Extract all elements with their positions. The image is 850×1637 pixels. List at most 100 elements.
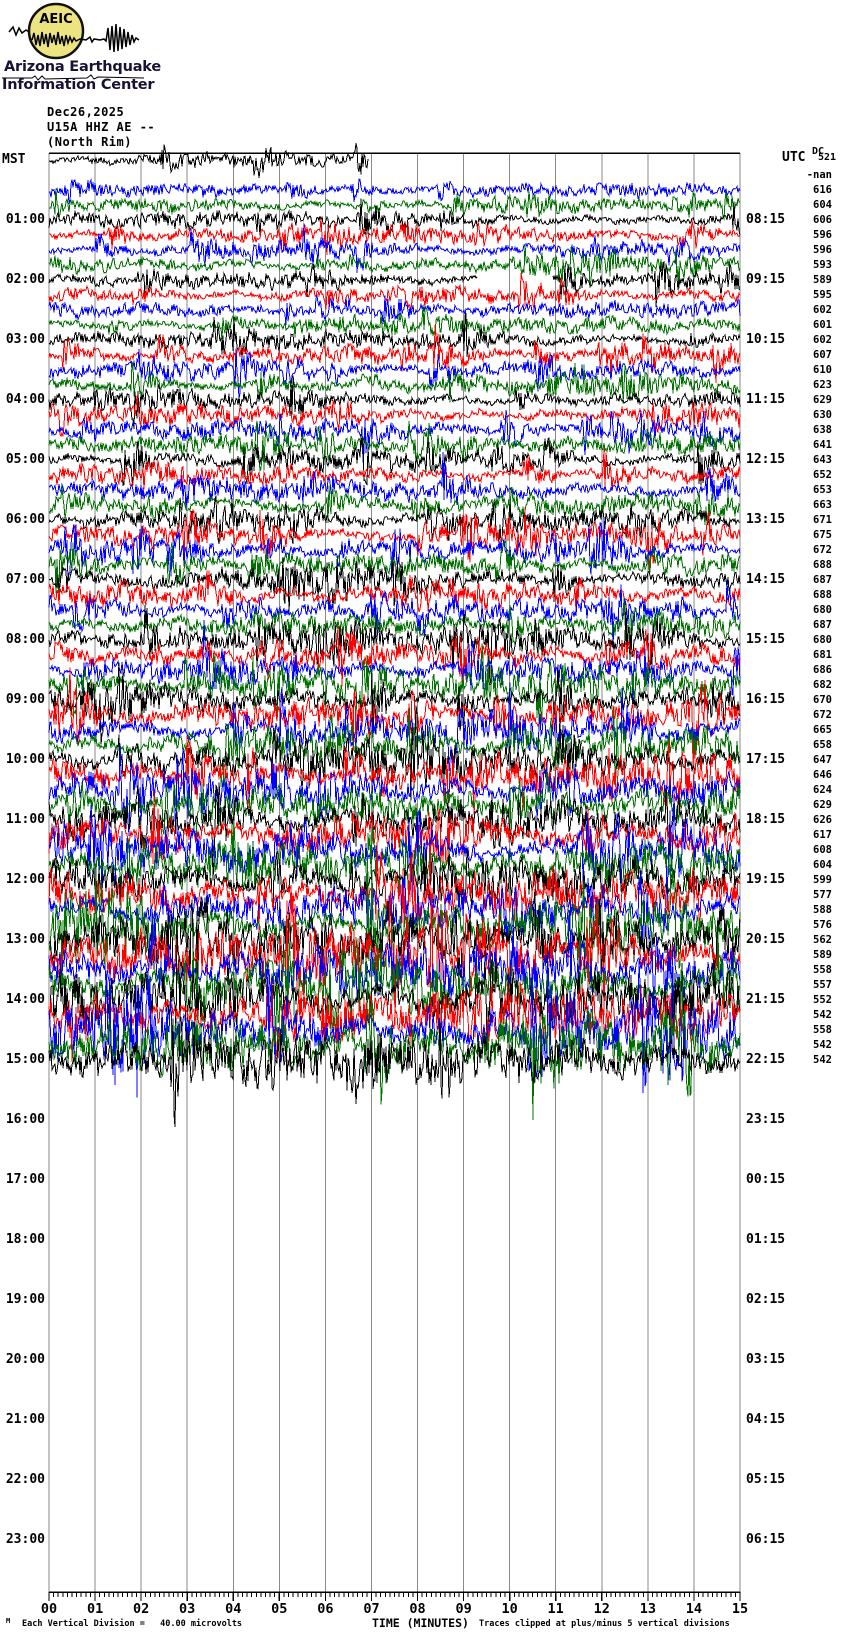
minute-label: 12 <box>593 1601 610 1617</box>
dc-value: 641 <box>813 439 832 451</box>
trace-row-5 <box>48 217 741 255</box>
trace-row-49 <box>48 842 741 934</box>
trace-row-32 <box>48 603 741 686</box>
mst-hour-label: 15:00 <box>5 1052 45 1067</box>
utc-hour-label: 12:15 <box>746 452 786 467</box>
mst-hour-label: 04:00 <box>5 392 45 407</box>
trace-row-48 <box>48 847 741 910</box>
dc-value: 647 <box>813 754 832 766</box>
brand-line-2: Information Center <box>2 77 155 93</box>
dc-value: 643 <box>813 454 832 466</box>
utc-hour-label: 10:15 <box>746 332 786 347</box>
dc-value: 652 <box>813 469 832 481</box>
mst-hour-label: 17:00 <box>5 1172 45 1187</box>
dc-first-value: 521 <box>818 152 837 163</box>
dc-value: 604 <box>813 859 832 871</box>
utc-hour-label: 20:15 <box>746 932 786 947</box>
trace-row-54 <box>48 909 741 1007</box>
mst-hour-label: 05:00 <box>5 452 45 467</box>
brand-underline-squiggle-icon <box>2 74 145 81</box>
trace-row-11 <box>48 305 741 340</box>
dc-value: 653 <box>813 484 832 496</box>
scale-note: Each Vertical Division = 40.00 microvolt… <box>22 1619 243 1629</box>
dc-value: 558 <box>813 1024 832 1036</box>
dc-value: 629 <box>813 799 832 811</box>
dc-value: 589 <box>813 949 832 961</box>
dc-value: 576 <box>813 919 832 931</box>
mst-hour-label: 21:00 <box>5 1412 45 1427</box>
trace-row-20 <box>48 434 741 487</box>
dc-value: 599 <box>813 874 832 886</box>
trace-row-16 <box>48 375 741 429</box>
minute-label: 07 <box>363 1601 380 1617</box>
dc-value: 557 <box>813 979 832 991</box>
mst-hour-label: 14:00 <box>5 992 45 1007</box>
mst-hour-label: 16:00 <box>5 1112 45 1127</box>
dc-value: 601 <box>813 319 832 331</box>
trace-row-4 <box>48 198 741 238</box>
dc-value: 542 <box>813 1039 832 1051</box>
mst-hour-label: 03:00 <box>5 332 45 347</box>
utc-hour-label: 18:15 <box>746 812 786 827</box>
dc-value: 687 <box>813 574 832 586</box>
mst-hour-label: 02:00 <box>5 272 45 287</box>
mst-hour-label: 20:00 <box>5 1352 45 1367</box>
utc-hour-label: 13:15 <box>746 512 786 527</box>
dc-value: 672 <box>813 709 832 721</box>
mst-hour-label: 06:00 <box>5 512 45 527</box>
trace-row-15 <box>48 360 741 404</box>
dc-value: 630 <box>813 409 832 421</box>
dc-value: 562 <box>813 934 832 946</box>
dc-value: 629 <box>813 394 832 406</box>
trace-row-46 <box>48 794 741 909</box>
dc-column-header: DC <box>812 146 825 157</box>
utc-hour-label: 23:15 <box>746 1112 786 1127</box>
utc-hour-label: 06:15 <box>746 1532 786 1547</box>
trace-row-18 <box>48 409 741 463</box>
trace-row-21 <box>48 448 741 491</box>
utc-hour-label: 09:15 <box>746 272 786 287</box>
minute-label: 13 <box>639 1601 657 1617</box>
minute-label: 05 <box>271 1601 288 1617</box>
minute-label: 02 <box>132 1601 150 1617</box>
trace-row-52 <box>48 888 741 993</box>
trace-row-0 <box>48 143 369 178</box>
mst-hour-label: 22:00 <box>5 1472 45 1487</box>
x-axis-title: TIME (MINUTES) <box>372 1616 469 1630</box>
utc-hour-label: 02:15 <box>746 1292 786 1307</box>
trace-row-9 <box>48 273 741 310</box>
trace-row-28 <box>48 556 741 613</box>
dc-value: 638 <box>813 424 832 436</box>
utc-hour-label: 14:15 <box>746 572 786 587</box>
utc-hour-label: 16:15 <box>746 692 786 707</box>
dc-value: 616 <box>813 184 832 196</box>
minute-label: 11 <box>547 1601 564 1617</box>
dc-value: 558 <box>813 964 832 976</box>
trace-row-12 <box>48 312 741 358</box>
trace-row-10 <box>48 293 741 326</box>
utc-hour-label: 00:15 <box>746 1172 786 1187</box>
trace-row-40 <box>48 705 741 801</box>
trace-row-38 <box>48 682 741 772</box>
dc-value: 595 <box>813 289 832 301</box>
mst-hour-label: 01:00 <box>5 212 45 227</box>
mst-hour-label: 12:00 <box>5 872 45 887</box>
dc-value: 682 <box>813 679 832 691</box>
dc-value: 588 <box>813 904 832 916</box>
trace-row-13 <box>48 324 741 384</box>
trace-row-8 <box>48 264 478 298</box>
minute-label: 03 <box>179 1601 196 1617</box>
dc-value: 688 <box>813 589 832 601</box>
utc-hour-label: 22:15 <box>746 1052 786 1067</box>
minute-label: 09 <box>455 1601 472 1617</box>
dc-value: 602 <box>813 334 832 346</box>
dc-value: 608 <box>813 844 832 856</box>
trace-row-50 <box>48 870 741 949</box>
dc-value: 646 <box>813 769 832 781</box>
brand-line-1: Arizona Earthquake <box>4 59 161 75</box>
dc-value: 610 <box>813 364 832 376</box>
obs-date: Dec26,2025 <box>47 105 125 119</box>
dc-value: 607 <box>813 349 832 361</box>
